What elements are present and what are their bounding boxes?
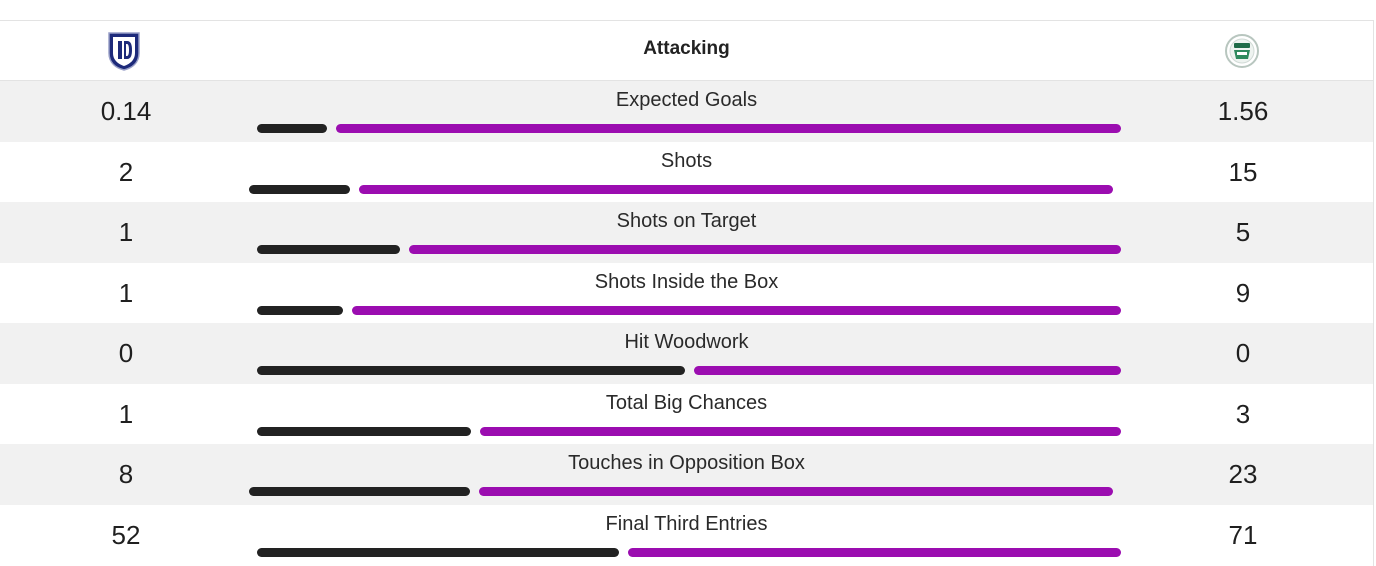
home-bar	[249, 487, 470, 496]
home-value: 0.14	[100, 96, 152, 126]
attacking-stats-panel: Attacking 0.14 Expected Goals 1.56 2 Sho…	[0, 20, 1374, 566]
stat-label: Total Big Chances	[605, 391, 768, 414]
away-value: 0	[1235, 338, 1251, 368]
away-club-crest-icon	[1225, 34, 1259, 68]
section-title: Attacking	[643, 38, 730, 59]
away-value: 3	[1235, 398, 1251, 429]
stat-label: Shots Inside the Box	[594, 270, 779, 293]
away-bar	[352, 305, 1121, 315]
away-value: 5	[1235, 217, 1251, 247]
stat-label: Shots	[660, 149, 713, 172]
away-bar	[694, 366, 1121, 375]
stat-row: 0 Hit Woodwork 0	[0, 323, 1373, 384]
away-bar	[479, 487, 1113, 496]
away-value: 71	[1228, 519, 1258, 550]
home-bar	[257, 305, 343, 315]
stat-label: Final Third Entries	[605, 512, 768, 535]
stat-row: 1 Shots Inside the Box 9	[0, 263, 1373, 324]
home-club-crest-icon	[108, 32, 140, 71]
stat-row: 52 Final Third Entries 71	[0, 505, 1373, 566]
home-bar	[257, 547, 619, 557]
stat-row: 2 Shots 15	[0, 142, 1373, 203]
away-value: 1.56	[1217, 96, 1269, 126]
home-bar	[257, 124, 327, 133]
away-value: 15	[1228, 156, 1258, 187]
home-value: 1	[118, 277, 134, 308]
away-bar	[628, 547, 1121, 557]
stat-label: Hit Woodwork	[624, 331, 749, 353]
away-bar	[359, 184, 1113, 194]
home-bar	[257, 366, 685, 375]
home-value: 1	[118, 217, 134, 247]
away-bar	[480, 426, 1121, 436]
stats-header: Attacking	[0, 21, 1373, 81]
home-value: 1	[118, 398, 134, 429]
stat-label: Shots on Target	[616, 210, 757, 232]
stat-label: Expected Goals	[615, 89, 758, 111]
stat-row: 8 Touches in Opposition Box 23	[0, 444, 1373, 505]
stat-label: Touches in Opposition Box	[568, 452, 805, 474]
away-bar	[409, 245, 1121, 254]
home-value: 52	[111, 519, 141, 550]
stat-row: 1 Total Big Chances 3	[0, 384, 1373, 445]
stat-row: 1 Shots on Target 5	[0, 202, 1373, 263]
away-value: 23	[1228, 459, 1258, 489]
home-value: 0	[118, 338, 134, 368]
away-value: 9	[1235, 277, 1251, 308]
home-bar	[249, 184, 350, 194]
home-value: 8	[118, 459, 134, 489]
stat-row: 0.14 Expected Goals 1.56	[0, 81, 1373, 142]
home-value: 2	[118, 156, 134, 187]
home-bar	[257, 426, 471, 436]
away-bar	[336, 124, 1121, 133]
stats-list: 0.14 Expected Goals 1.56 2 Shots 15 1 Sh…	[0, 81, 1373, 565]
home-bar	[257, 245, 400, 254]
